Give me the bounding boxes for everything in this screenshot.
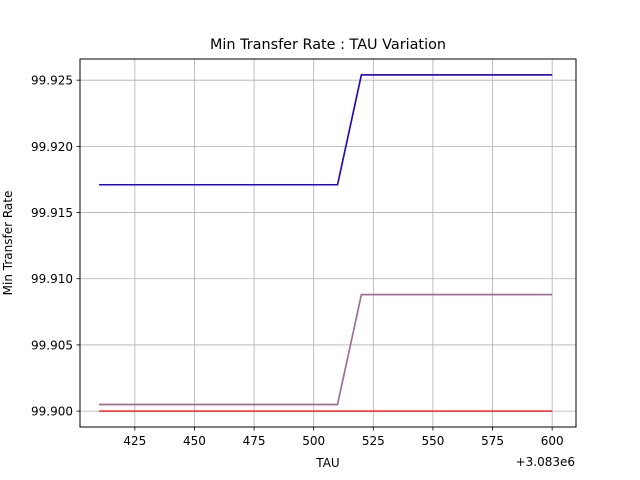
series-line-4	[99, 293, 553, 406]
series-line-7	[99, 74, 553, 186]
x-tick-label: 475	[243, 434, 266, 448]
series-line-3	[99, 293, 553, 406]
x-tick-label: 500	[302, 434, 325, 448]
series-line-2	[99, 293, 553, 406]
plot-area-frame	[79, 58, 577, 428]
x-tick-label: 525	[362, 434, 385, 448]
y-axis-ticks: 99.900 99.905 99.910 99.915 99.920 99.925	[31, 74, 80, 419]
x-axis-ticks: 425 450 475 500 525 550 575 600	[123, 427, 564, 448]
x-tick-label: 425	[123, 434, 146, 448]
y-tick-label: 99.900	[31, 405, 73, 419]
y-tick-label: 99.925	[31, 74, 73, 88]
series-line-6	[99, 74, 553, 186]
series-lines	[99, 74, 553, 412]
y-tick-label: 99.905	[31, 338, 73, 352]
series-line-5	[99, 74, 553, 186]
x-tick-label: 575	[481, 434, 504, 448]
x-tick-label: 600	[541, 434, 564, 448]
x-tick-label: 450	[183, 434, 206, 448]
y-tick-label: 99.910	[31, 272, 73, 286]
x-tick-label: 550	[421, 434, 444, 448]
y-tick-label: 99.920	[31, 140, 73, 154]
y-tick-label: 99.915	[31, 206, 73, 220]
grid	[80, 59, 576, 427]
x-axis-label: TAU	[315, 456, 339, 470]
x-axis-offset-label: +3.083e6	[516, 455, 575, 469]
chart-title: Min Transfer Rate : TAU Variation	[210, 37, 446, 53]
y-axis-label: Min Transfer Rate	[1, 191, 15, 296]
